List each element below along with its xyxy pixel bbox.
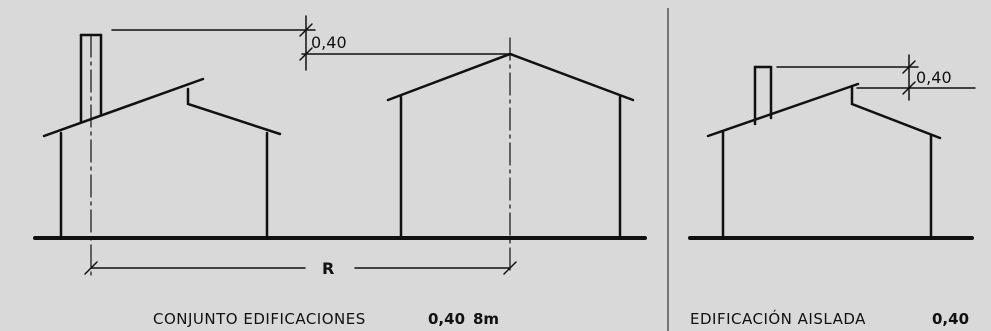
- right-dimension-label: 0,40: [916, 68, 952, 87]
- left-caption-height: 0,40: [428, 310, 465, 328]
- right-height-dimension: [776, 54, 976, 101]
- left-height-dimension: [111, 15, 513, 71]
- isolated-chimney: [753, 65, 773, 126]
- right-caption-text: EDIFICACIÓN AISLADA: [690, 309, 866, 328]
- right-caption-height: 0,40: [932, 310, 969, 328]
- left-dimension-label: 0,40: [311, 33, 347, 52]
- isolated-house: [706, 65, 942, 239]
- left-caption-distance: 8m: [473, 310, 499, 328]
- distance-label: R: [322, 259, 334, 278]
- right-panel: [688, 54, 976, 240]
- chimney: [79, 33, 103, 276]
- left-panel: [33, 15, 647, 276]
- left-caption-text: CONJUNTO EDIFICACIONES: [153, 310, 366, 328]
- house-with-chimney: [42, 33, 282, 276]
- distance-dimension: [84, 261, 517, 275]
